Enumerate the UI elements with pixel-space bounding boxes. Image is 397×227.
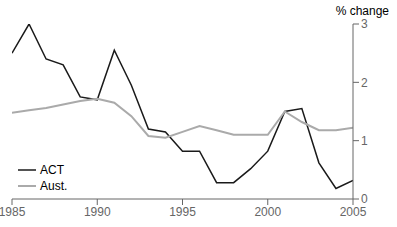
- html-text:ACT: ACT: [40, 163, 64, 177]
- html-text:% change: % change: [335, 4, 389, 18]
- svg-text:0: 0: [361, 192, 368, 206]
- svg-text:2000: 2000: [254, 205, 281, 219]
- svg-text:2005: 2005: [340, 205, 367, 219]
- svg-text:1995: 1995: [169, 205, 196, 219]
- svg-text:1990: 1990: [84, 205, 111, 219]
- svg-text:1985: 1985: [8, 205, 26, 219]
- html-text:Aust.: Aust.: [40, 179, 68, 193]
- svg-text:2: 2: [361, 76, 368, 90]
- svg-text:1: 1: [361, 134, 368, 148]
- svg-text:3: 3: [361, 17, 368, 31]
